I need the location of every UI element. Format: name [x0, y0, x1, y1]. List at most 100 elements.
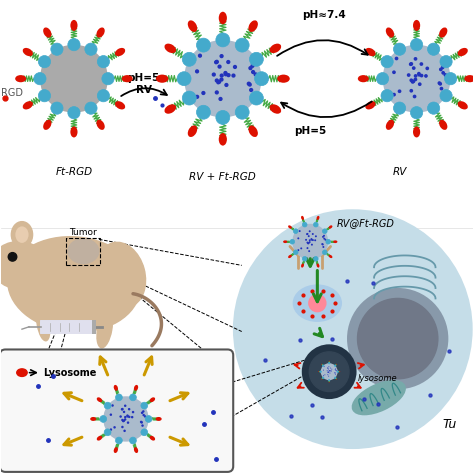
Ellipse shape [68, 239, 99, 264]
Circle shape [235, 38, 249, 52]
Circle shape [224, 83, 228, 87]
Ellipse shape [288, 225, 292, 228]
Circle shape [438, 81, 441, 85]
Circle shape [51, 43, 63, 55]
Circle shape [104, 429, 111, 436]
Circle shape [129, 437, 137, 444]
Circle shape [195, 95, 199, 99]
Circle shape [113, 426, 116, 428]
Ellipse shape [321, 379, 322, 380]
Circle shape [417, 73, 421, 77]
Circle shape [131, 416, 133, 419]
Ellipse shape [439, 120, 447, 130]
Ellipse shape [413, 127, 420, 137]
Circle shape [8, 253, 17, 261]
Circle shape [129, 394, 137, 401]
Circle shape [326, 239, 330, 244]
Ellipse shape [97, 397, 102, 402]
Circle shape [329, 373, 330, 374]
Ellipse shape [328, 255, 332, 258]
Circle shape [123, 410, 125, 413]
Ellipse shape [150, 436, 155, 441]
Ellipse shape [97, 436, 102, 441]
Text: pH=5: pH=5 [128, 73, 160, 83]
Ellipse shape [270, 104, 281, 114]
Circle shape [182, 91, 196, 105]
Ellipse shape [333, 240, 337, 243]
Ellipse shape [43, 27, 52, 37]
Circle shape [428, 43, 440, 55]
Circle shape [322, 229, 327, 234]
Circle shape [303, 346, 355, 398]
Circle shape [249, 52, 264, 66]
Text: Tu: Tu [443, 418, 457, 431]
Circle shape [116, 437, 122, 444]
Circle shape [227, 73, 231, 77]
Circle shape [142, 414, 145, 416]
Ellipse shape [277, 74, 290, 83]
Circle shape [313, 222, 318, 227]
Circle shape [348, 289, 447, 388]
Circle shape [198, 54, 202, 58]
Ellipse shape [96, 27, 105, 37]
Circle shape [320, 371, 321, 373]
Circle shape [329, 370, 330, 371]
Circle shape [290, 239, 295, 244]
Ellipse shape [365, 48, 375, 56]
Circle shape [410, 89, 413, 92]
Circle shape [141, 429, 148, 436]
Ellipse shape [339, 371, 340, 372]
Ellipse shape [97, 310, 112, 348]
Circle shape [68, 107, 80, 119]
Circle shape [392, 71, 396, 74]
Ellipse shape [321, 364, 322, 365]
Circle shape [102, 73, 114, 85]
Ellipse shape [23, 48, 33, 56]
Circle shape [309, 239, 311, 241]
Circle shape [324, 374, 325, 375]
Ellipse shape [0, 257, 8, 278]
Circle shape [381, 55, 393, 68]
Ellipse shape [97, 242, 146, 307]
Circle shape [328, 376, 329, 377]
Circle shape [335, 370, 336, 371]
Ellipse shape [90, 417, 96, 421]
Circle shape [132, 411, 134, 413]
Circle shape [233, 65, 237, 69]
Circle shape [439, 87, 443, 91]
Circle shape [327, 370, 328, 371]
Ellipse shape [301, 264, 304, 268]
Circle shape [315, 235, 317, 237]
Ellipse shape [15, 227, 28, 243]
Circle shape [307, 242, 309, 245]
FancyBboxPatch shape [92, 319, 96, 334]
Circle shape [310, 238, 312, 240]
Ellipse shape [288, 255, 292, 258]
Text: RGD: RGD [0, 88, 23, 98]
Ellipse shape [188, 126, 197, 137]
Circle shape [329, 370, 330, 371]
Circle shape [392, 93, 396, 97]
Circle shape [383, 45, 451, 113]
Ellipse shape [301, 216, 304, 220]
Text: RV: RV [136, 85, 152, 95]
Circle shape [219, 73, 224, 78]
Circle shape [425, 66, 429, 70]
Circle shape [414, 57, 418, 61]
Circle shape [299, 230, 301, 232]
Circle shape [308, 242, 310, 244]
Circle shape [216, 110, 230, 124]
Circle shape [127, 421, 129, 424]
Circle shape [410, 38, 423, 51]
Circle shape [335, 369, 336, 370]
Ellipse shape [413, 20, 420, 31]
Circle shape [109, 413, 112, 416]
Circle shape [144, 415, 146, 418]
Circle shape [395, 56, 398, 60]
Circle shape [438, 82, 442, 86]
Circle shape [307, 242, 309, 244]
Circle shape [121, 419, 124, 421]
Circle shape [297, 249, 300, 251]
Circle shape [215, 60, 219, 64]
Ellipse shape [70, 127, 78, 137]
